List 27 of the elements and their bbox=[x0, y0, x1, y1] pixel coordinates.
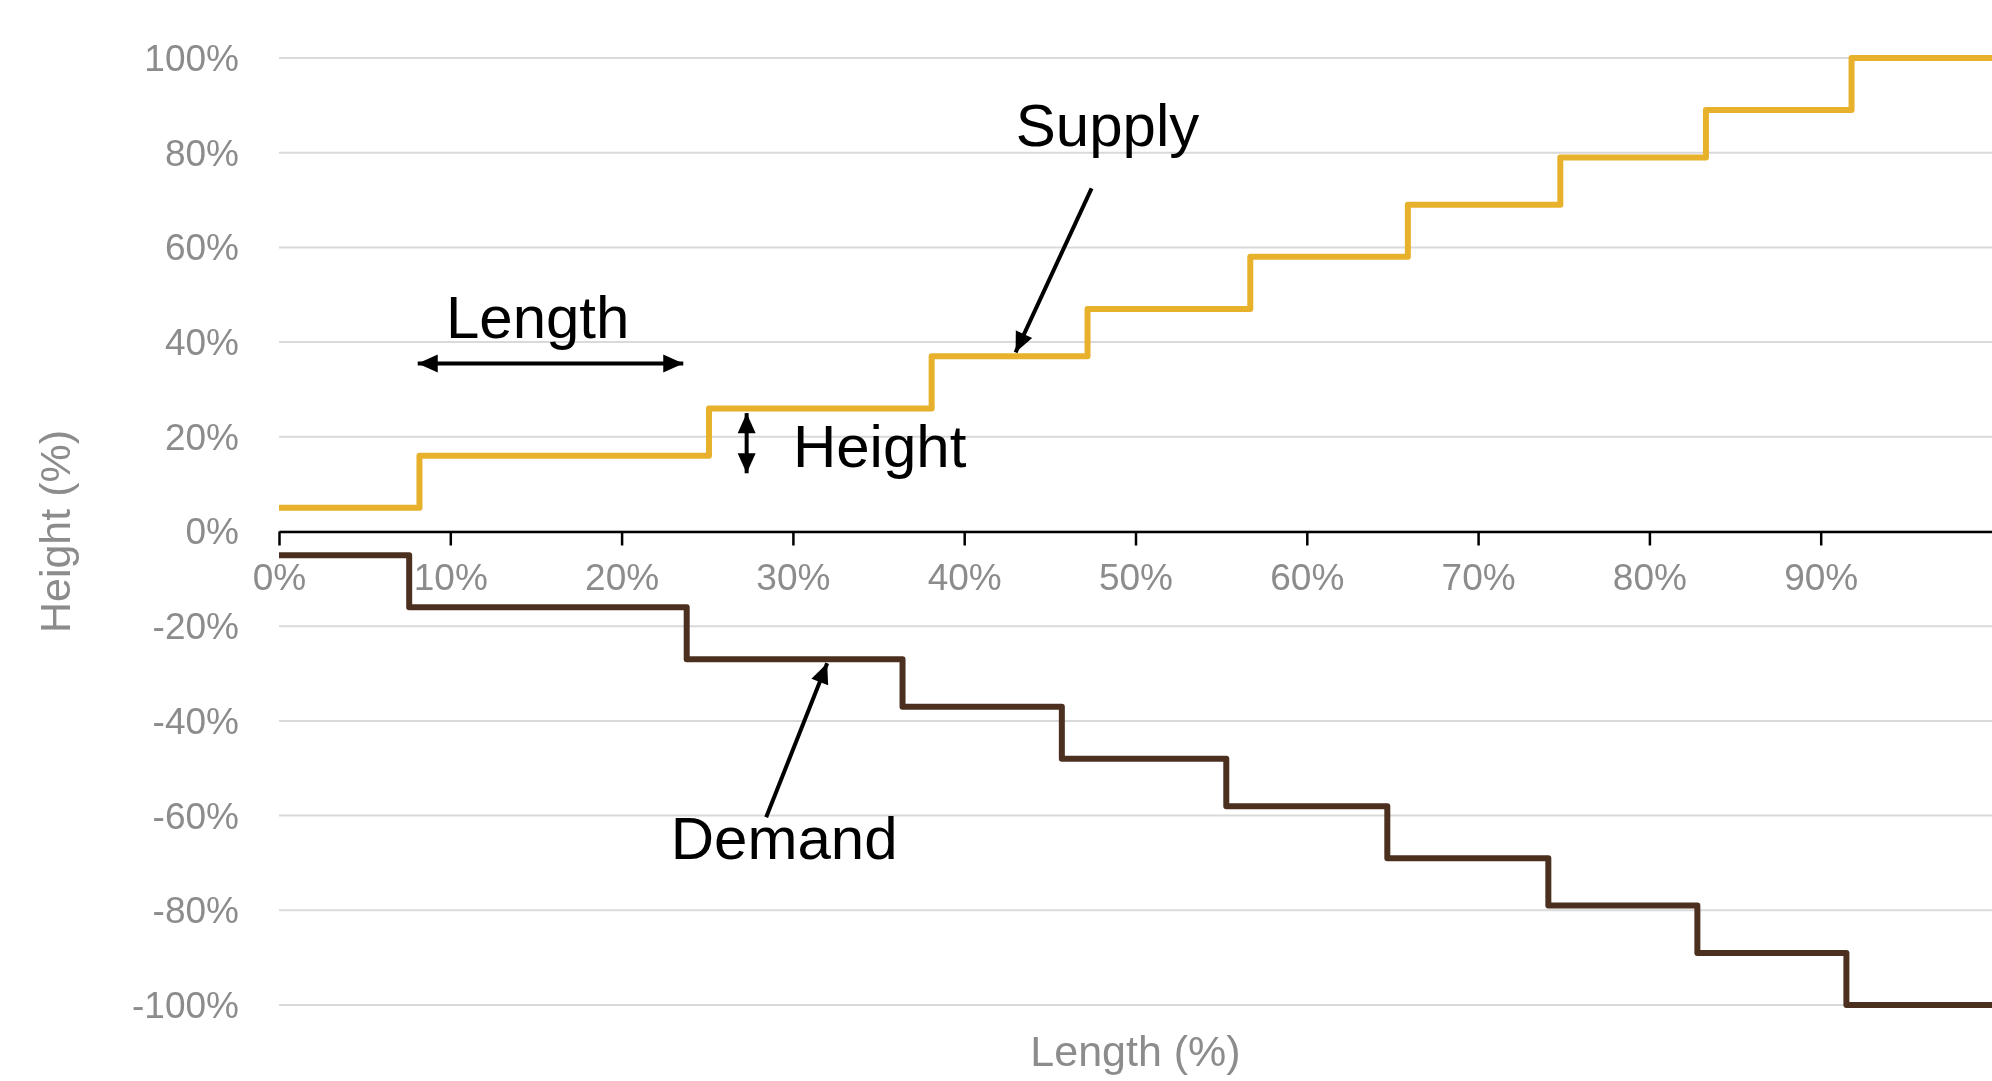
y-tick-label: 60% bbox=[164, 227, 239, 269]
y-tick-label: 20% bbox=[164, 416, 239, 458]
y-axis-title: Height (%) bbox=[31, 429, 79, 634]
x-tick-label: 50% bbox=[1098, 556, 1174, 598]
x-tick-label: 60% bbox=[1270, 556, 1345, 598]
y-tick-label: 100% bbox=[144, 37, 239, 79]
y-tick-label: -100% bbox=[132, 984, 239, 1026]
y-tick-label: -60% bbox=[152, 795, 239, 837]
annotation: Length bbox=[445, 284, 630, 352]
x-tick-label: 40% bbox=[927, 556, 1002, 598]
y-tick-label: 80% bbox=[164, 132, 239, 174]
x-tick-label: 30% bbox=[756, 556, 831, 598]
y-tick-label: 0% bbox=[185, 511, 239, 553]
annotation: Supply bbox=[1015, 92, 1200, 160]
annotation: Height bbox=[792, 412, 967, 480]
x-tick-label: 70% bbox=[1441, 556, 1516, 598]
x-tick-label: 0% bbox=[252, 556, 307, 598]
y-tick-label: -20% bbox=[152, 606, 239, 648]
x-tick-label: 10% bbox=[413, 556, 488, 598]
x-axis-title: Length (%) bbox=[1030, 1027, 1241, 1075]
x-tick-label: 80% bbox=[1612, 556, 1687, 598]
y-tick-label: -40% bbox=[152, 700, 239, 742]
y-tick-label: -80% bbox=[152, 890, 239, 932]
y-tick-label: 40% bbox=[164, 322, 239, 364]
annotation: Demand bbox=[670, 805, 898, 873]
x-tick-label: 90% bbox=[1784, 556, 1859, 598]
x-tick-label: 20% bbox=[585, 556, 660, 598]
